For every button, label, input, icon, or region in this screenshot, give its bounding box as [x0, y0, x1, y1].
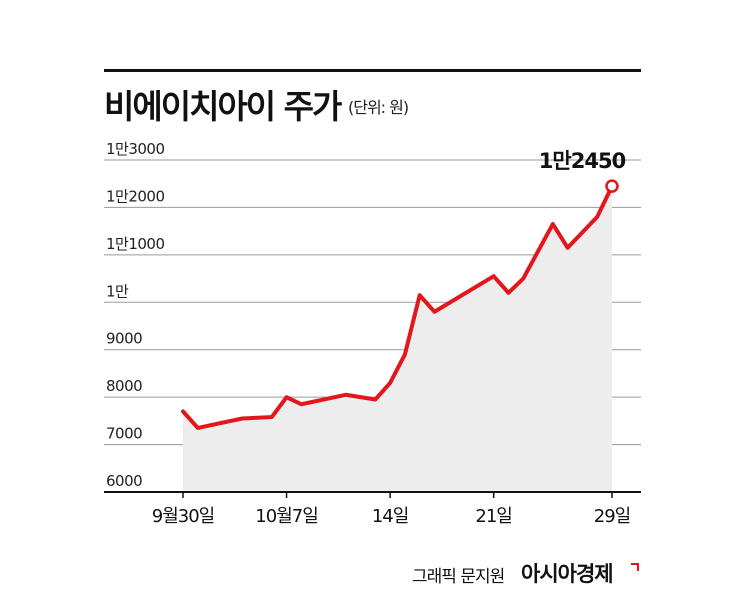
price-point	[521, 277, 525, 281]
y-tick-label: 1만	[106, 282, 129, 300]
x-tick-label: 21일	[475, 506, 511, 527]
price-point	[344, 393, 348, 397]
y-tick-label: 1만3000	[106, 140, 165, 158]
price-point	[388, 381, 392, 385]
x-axis: 9월30일 10월7일 14일 21일 29일	[104, 491, 641, 527]
x-tick-label: 9월30일	[152, 506, 214, 527]
brand-mark-icon	[631, 563, 639, 571]
last-price-label: 1만2450	[539, 149, 626, 173]
top-rule	[104, 69, 641, 72]
y-tick-label: 6000	[106, 472, 142, 490]
price-point	[566, 246, 570, 250]
unit-label: (단위: 원)	[348, 98, 409, 117]
price-point	[373, 398, 377, 402]
x-tick-label: 29일	[594, 506, 630, 527]
graphic-credit: 그래픽 문지원	[412, 567, 505, 587]
price-point	[196, 426, 200, 430]
x-tick-label: 14일	[372, 506, 408, 527]
price-point	[492, 274, 496, 278]
price-point	[403, 352, 407, 356]
y-tick-label: 1만2000	[106, 187, 165, 205]
last-price-marker	[605, 179, 619, 193]
y-tick-label: 7000	[106, 425, 142, 443]
price-point	[432, 310, 436, 314]
y-tick-labels: 1만3000 1만2000 1만1000 1만 9000 8000 7000 6000	[106, 140, 165, 490]
price-point	[240, 416, 244, 420]
price-point	[270, 415, 274, 419]
price-point	[285, 395, 289, 399]
price-point	[299, 402, 303, 406]
price-point	[506, 291, 510, 295]
y-tick-label: 8000	[106, 377, 142, 395]
y-tick-label: 1만1000	[106, 235, 165, 253]
x-tick-label: 10월7일	[255, 506, 317, 527]
price-point	[595, 215, 599, 219]
price-point	[551, 222, 555, 226]
area-fill	[183, 186, 612, 493]
price-point	[181, 409, 185, 413]
y-tick-label: 9000	[106, 330, 142, 348]
price-line	[181, 184, 614, 430]
brand-logo: 아시아경제	[521, 562, 614, 586]
price-point	[418, 293, 422, 297]
chart-title: 비에이치아이 주가	[104, 87, 342, 126]
